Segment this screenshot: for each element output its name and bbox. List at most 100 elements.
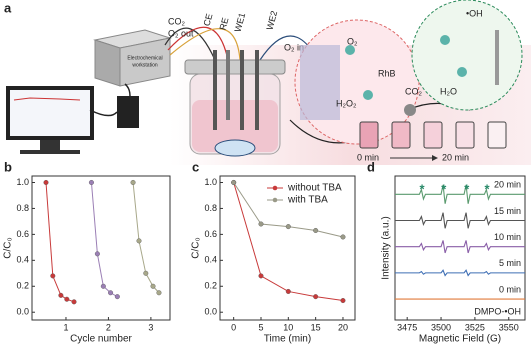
x-axis-title: Magnetic Field (G) — [419, 334, 501, 345]
point — [114, 294, 120, 300]
label: 20 min — [442, 152, 469, 162]
point — [285, 288, 291, 294]
y-axis-title: Intensity (a.u.) — [381, 216, 392, 279]
x-axis-title: Cycle number — [70, 334, 132, 345]
molecule — [457, 67, 467, 77]
electrode-edge — [495, 30, 499, 85]
plot-frame — [31, 175, 171, 321]
point — [143, 270, 149, 276]
cable — [124, 83, 131, 97]
series-line — [395, 212, 525, 229]
label: RhB — [378, 68, 396, 78]
lid — [184, 59, 286, 75]
workstation-label: Electrochemical — [127, 55, 162, 61]
legend-label: 20 min — [494, 180, 521, 190]
x-axis-title: Time (min) — [264, 334, 311, 345]
electrode-surface — [300, 45, 340, 120]
x-tick-label: 2 — [106, 322, 111, 332]
point — [340, 234, 346, 240]
legend-label: 0 min — [499, 284, 521, 294]
peak-marker: * — [485, 181, 491, 196]
vial — [423, 121, 443, 149]
legend-label: with TBA — [287, 195, 328, 206]
point — [50, 273, 56, 279]
label: 0 min — [357, 152, 379, 162]
annotation: DMPO-•OH — [474, 306, 521, 316]
screen-curve — [13, 97, 81, 101]
series-line — [395, 240, 525, 254]
wire — [169, 28, 241, 61]
x-tick-label: 3475 — [397, 322, 417, 332]
stand — [40, 140, 60, 150]
y-tick-label: 0.6 — [204, 229, 217, 239]
label: CO₂ — [168, 16, 186, 26]
y-tick-label: 0.6 — [16, 229, 29, 239]
y-tick-label: 0.4 — [204, 255, 217, 265]
wire — [167, 26, 229, 61]
base — [20, 150, 80, 154]
zoom-circle — [411, 0, 523, 111]
y-tick-label: 1.0 — [16, 177, 29, 187]
label: •OH — [466, 8, 483, 18]
legend-marker — [272, 185, 278, 191]
series-line — [132, 182, 160, 294]
peak-marker: * — [464, 181, 470, 196]
y-tick-label: 0.0 — [16, 307, 29, 317]
x-tick-label: 20 — [338, 322, 348, 332]
x-tick-label: 1 — [63, 322, 68, 332]
electrode — [226, 50, 230, 120]
molecule — [440, 35, 450, 45]
label: O₂ out — [168, 28, 194, 38]
x-tick-label: 3500 — [431, 322, 451, 332]
label: WE1 — [233, 12, 248, 33]
y-tick-label: 0.0 — [204, 307, 217, 317]
vial — [359, 121, 379, 149]
molecule — [345, 45, 355, 55]
label: O₂ in — [284, 42, 304, 52]
point — [58, 292, 64, 298]
label: CE — [202, 12, 215, 27]
wire — [164, 27, 216, 61]
point — [340, 298, 346, 304]
point — [108, 290, 114, 296]
molecule — [363, 90, 373, 100]
y-tick-label: 1.0 — [204, 177, 217, 187]
label: WE2 — [265, 10, 280, 31]
peak-marker: * — [420, 181, 426, 196]
x-tick-label: 3550 — [499, 322, 519, 332]
point — [88, 179, 94, 185]
label: O₂ — [347, 36, 358, 46]
electrode — [213, 50, 217, 130]
point — [231, 179, 237, 185]
legend-label: without TBA — [287, 183, 342, 194]
y-tick-label: 0.8 — [204, 203, 217, 213]
x-tick-label: 5 — [258, 322, 263, 332]
workstation-front — [119, 37, 171, 87]
plot-frame — [394, 175, 526, 321]
electrode — [255, 50, 259, 130]
point — [94, 251, 100, 257]
label: RE — [218, 16, 231, 31]
point — [130, 179, 136, 185]
pc — [117, 96, 139, 128]
series-line — [395, 184, 525, 204]
schematic: a Electrochemical workstation CO₂ O₂ out — [4, 0, 531, 165]
point — [258, 221, 264, 227]
y-tick-label: 0.4 — [16, 255, 29, 265]
label: H₂O₂ — [336, 98, 357, 108]
label: H₂O — [440, 86, 457, 96]
point — [64, 296, 70, 302]
vial — [487, 121, 507, 149]
series-line — [395, 269, 525, 277]
point — [313, 227, 319, 233]
point — [150, 283, 156, 289]
y-axis-title: C/C₀ — [191, 237, 202, 258]
legend-label: 10 min — [494, 232, 521, 242]
label: CO₂ — [405, 86, 423, 96]
x-tick-label: 10 — [283, 322, 293, 332]
membrane — [214, 139, 256, 157]
point — [156, 290, 162, 296]
x-tick-label: 3 — [148, 322, 153, 332]
y-tick-label: 0.8 — [16, 203, 29, 213]
